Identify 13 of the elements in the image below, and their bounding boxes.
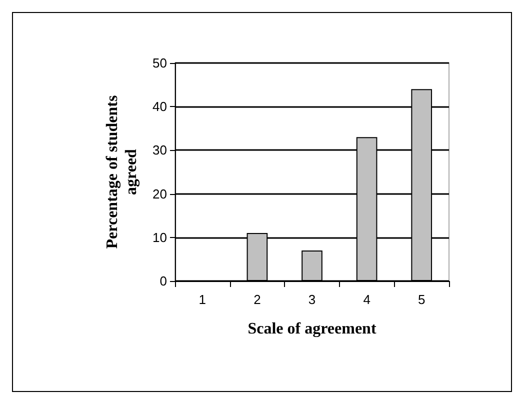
y-tick-label: 40 xyxy=(152,99,167,114)
y-tick-label: 30 xyxy=(152,142,167,158)
y-tick-label: 0 xyxy=(160,274,167,288)
y-tick-label: 10 xyxy=(152,230,167,245)
x-axis-title: Scale of agreement xyxy=(248,320,377,338)
y-tick-label: 50 xyxy=(152,56,167,70)
x-tick-label: 1 xyxy=(198,292,206,307)
x-tick-label: 4 xyxy=(363,292,370,307)
x-tick-label: 2 xyxy=(254,292,261,307)
x-tick-label: 5 xyxy=(418,292,426,307)
y-tick-label: 20 xyxy=(152,186,167,202)
x-tick-label: 3 xyxy=(308,292,316,307)
y-axis-title: Percentage of students agreed xyxy=(104,95,140,249)
